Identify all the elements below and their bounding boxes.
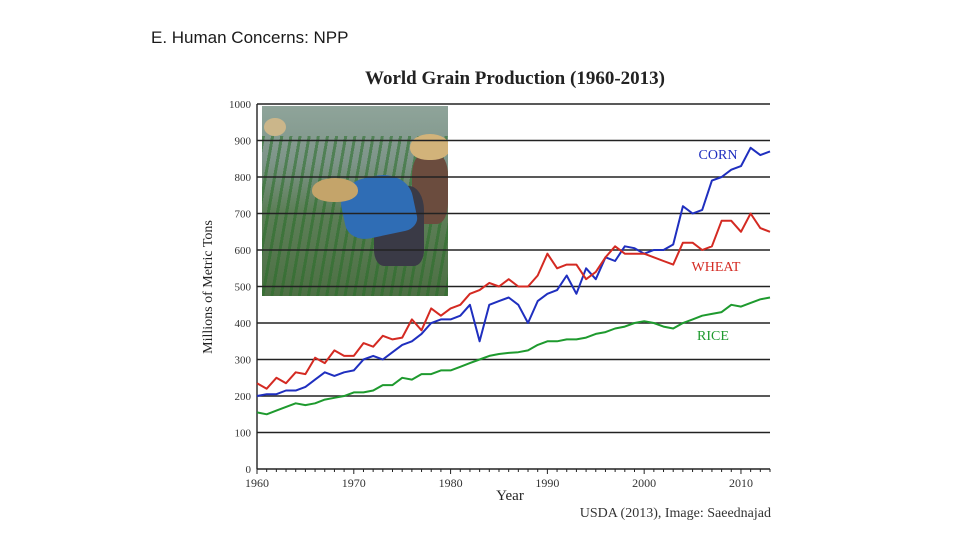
y-tick-label: 300	[235, 355, 252, 367]
series-line-wheat	[256, 212, 771, 390]
rice-paddy-photo	[262, 106, 448, 296]
series-line-corn	[256, 146, 771, 397]
y-tick-label: 0	[246, 464, 252, 476]
y-tick-label: 500	[235, 282, 252, 294]
source-note: USDA (2013), Image: Saeednajad	[580, 506, 771, 521]
chart-title: World Grain Production (1960-2013)	[365, 68, 665, 89]
series-label-rice: RICE	[697, 329, 729, 344]
series-lines	[256, 146, 771, 416]
x-tick-label: 1960	[245, 476, 269, 490]
gridlines	[256, 103, 771, 474]
x-tick-label: 1990	[535, 476, 559, 490]
y-tick-label: 700	[235, 209, 252, 221]
slide-title: E. Human Concerns: NPP	[151, 28, 349, 47]
y-tick-label: 1000	[229, 99, 252, 111]
series-label-corn: CORN	[699, 148, 738, 163]
series-line-rice	[256, 296, 771, 416]
y-tick-label: 200	[235, 391, 252, 403]
x-tick-label: 2000	[632, 476, 656, 490]
y-tick-label: 600	[235, 245, 252, 257]
y-axis-label: Millions of Metric Tons	[201, 220, 216, 354]
series-labels: CORN WHEAT RICE	[692, 148, 741, 344]
x-tick-label: 1970	[342, 476, 366, 490]
x-axis-label: Year	[496, 488, 524, 504]
y-tick-label: 100	[235, 428, 252, 440]
x-tick-label: 2010	[729, 476, 753, 490]
y-tick-label: 400	[235, 318, 252, 330]
y-tick-label: 800	[235, 172, 252, 184]
series-label-wheat: WHEAT	[692, 260, 741, 275]
x-tick-label: 1980	[439, 476, 463, 490]
y-tick-labels: 0 100 200 300 400 500 600 700 800 900 1000	[229, 99, 252, 476]
y-tick-label: 900	[235, 136, 252, 148]
x-tick-labels: 1960 1970 1980 1990 2000 2010	[245, 476, 753, 490]
